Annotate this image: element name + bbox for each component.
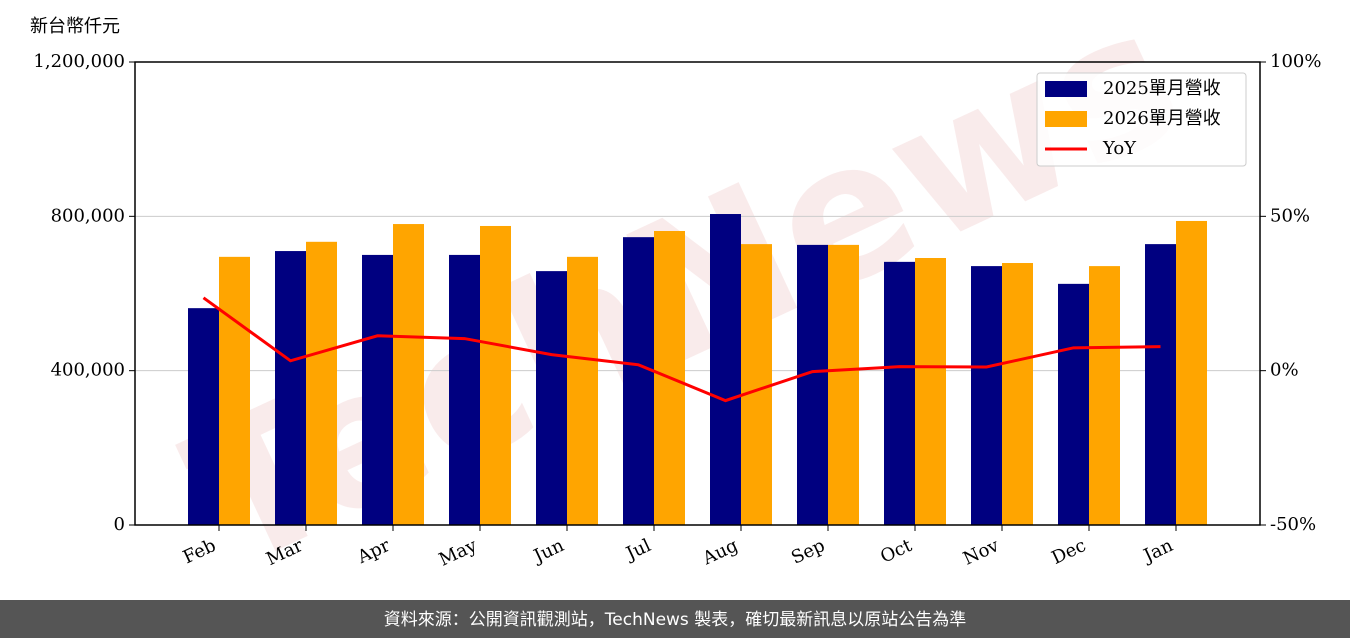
bar	[797, 244, 828, 525]
bar	[393, 224, 424, 526]
x-tick-label: Jun	[529, 535, 568, 568]
bar	[741, 244, 772, 525]
bar	[623, 237, 654, 525]
line	[202, 296, 1161, 403]
bar	[1089, 266, 1120, 525]
bar	[1176, 220, 1207, 526]
legend-box	[1036, 72, 1247, 167]
x-tick-label: Jul	[621, 535, 654, 565]
y2-tick-label: 0%	[1270, 360, 1299, 381]
y-tick-label: 400,000	[51, 360, 125, 381]
x-tick-label: Jan	[1139, 535, 1177, 568]
bar	[306, 241, 337, 525]
x-tick-label: Aug	[699, 535, 742, 570]
legend: 2025單月營收 2026單月營收 YoY	[1036, 72, 1247, 167]
legend-label: 2025單月營收	[1103, 78, 1221, 99]
bar	[710, 214, 741, 526]
legend-label: 2026單月營收	[1103, 108, 1221, 129]
y-tick-label: 0	[114, 514, 125, 535]
bar	[828, 244, 859, 525]
bar	[536, 271, 567, 525]
x-tick-label: Oct	[877, 535, 916, 568]
source-note: 資料來源：公開資訊觀測站，TechNews 製表，確切最新訊息以原站公告為準	[384, 610, 966, 630]
bar	[884, 261, 915, 525]
legend-swatch	[1045, 81, 1087, 97]
y2-tick-label: 100%	[1270, 51, 1321, 72]
bar	[275, 251, 306, 525]
y2-tick-label: 50%	[1270, 205, 1310, 226]
bar	[219, 256, 250, 525]
legend-label: YoY	[1102, 138, 1137, 159]
bar	[567, 256, 598, 525]
bar	[362, 254, 393, 525]
legend-swatch	[1045, 111, 1087, 127]
footer-bar	[0, 600, 1350, 638]
bar	[971, 266, 1002, 525]
bar	[449, 254, 480, 525]
bar	[480, 225, 511, 525]
x-tick-label: Sep	[788, 535, 828, 569]
x-tick-label: Nov	[960, 535, 1003, 570]
bar	[188, 308, 219, 525]
x-tick-label: May	[436, 535, 481, 571]
bar	[1058, 283, 1089, 525]
y-tick-label: 800,000	[51, 205, 125, 226]
y-axis-unit: 新台幣仟元	[30, 16, 120, 37]
y-tick-label: 1,200,000	[33, 51, 125, 72]
bar	[1002, 263, 1033, 525]
y2-tick-label: -50%	[1270, 514, 1316, 535]
bar	[915, 258, 946, 525]
x-tick-label: Dec	[1048, 535, 1089, 569]
bar	[1145, 244, 1176, 525]
x-tick-label: Feb	[180, 535, 219, 568]
plot-frame	[134, 61, 1261, 526]
